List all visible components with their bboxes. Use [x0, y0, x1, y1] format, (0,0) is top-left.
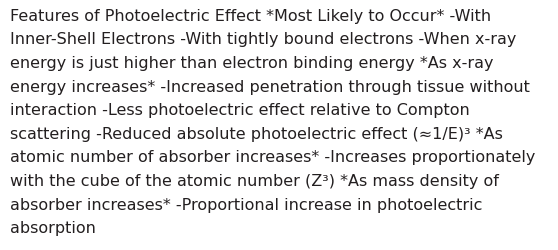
- Text: atomic number of absorber increases* -Increases proportionately: atomic number of absorber increases* -In…: [10, 150, 536, 165]
- Text: Features of Photoelectric Effect *Most Likely to Occur* -With: Features of Photoelectric Effect *Most L…: [10, 9, 491, 24]
- Text: absorption: absorption: [10, 220, 96, 235]
- Text: energy is just higher than electron binding energy *As x-ray: energy is just higher than electron bind…: [10, 56, 493, 71]
- Text: interaction -Less photoelectric effect relative to Compton: interaction -Less photoelectric effect r…: [10, 103, 470, 118]
- Text: scattering -Reduced absolute photoelectric effect (≈1/E)³ *As: scattering -Reduced absolute photoelectr…: [10, 126, 503, 141]
- Text: energy increases* -Increased penetration through tissue without: energy increases* -Increased penetration…: [10, 79, 530, 94]
- Text: absorber increases* -Proportional increase in photoelectric: absorber increases* -Proportional increa…: [10, 197, 483, 212]
- Text: with the cube of the atomic number (Z³) *As mass density of: with the cube of the atomic number (Z³) …: [10, 173, 499, 188]
- Text: Inner-Shell Electrons -With tightly bound electrons -When x-ray: Inner-Shell Electrons -With tightly boun…: [10, 32, 516, 47]
